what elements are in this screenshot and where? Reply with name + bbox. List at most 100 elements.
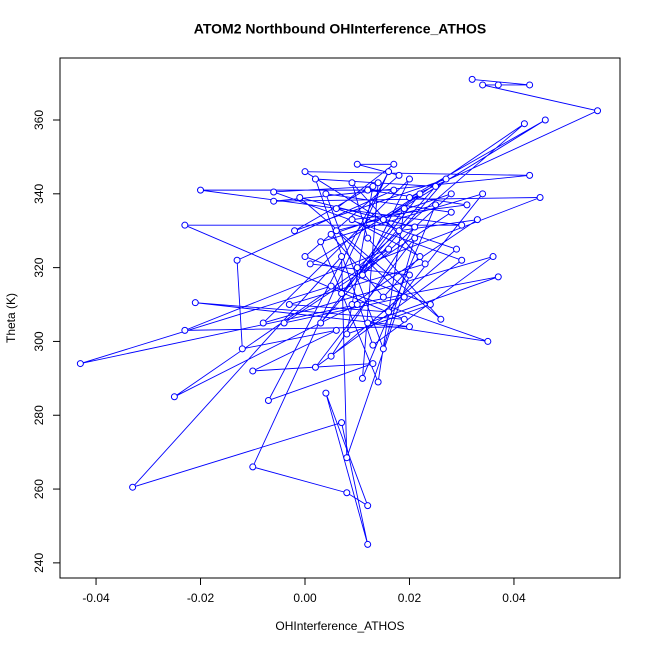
point xyxy=(338,419,346,427)
point xyxy=(437,315,445,323)
point xyxy=(358,271,366,279)
plot-frame xyxy=(59,57,621,579)
point xyxy=(452,245,460,253)
y-axis-label: Theta (K) xyxy=(4,293,18,343)
point xyxy=(332,205,340,213)
point xyxy=(317,238,325,246)
y-tick-label: 320 xyxy=(32,257,46,277)
point xyxy=(291,227,299,235)
point xyxy=(390,186,398,194)
point xyxy=(364,319,372,327)
point xyxy=(594,107,602,115)
point xyxy=(311,363,319,371)
point xyxy=(369,182,377,190)
point xyxy=(343,489,351,497)
y-tick-label: 240 xyxy=(32,553,46,573)
point xyxy=(526,171,534,179)
point xyxy=(322,190,330,198)
point xyxy=(379,345,387,353)
point xyxy=(484,337,492,345)
point xyxy=(306,260,314,268)
x-tick-label: -0.02 xyxy=(187,591,215,605)
point xyxy=(358,374,366,382)
point xyxy=(395,171,403,179)
point xyxy=(353,160,361,168)
point xyxy=(76,360,84,368)
point xyxy=(541,116,549,124)
point xyxy=(432,201,440,209)
point xyxy=(479,81,487,89)
point xyxy=(353,301,361,309)
point xyxy=(374,179,382,187)
x-tick-label: 0.04 xyxy=(502,591,526,605)
x-tick-label: 0.00 xyxy=(293,591,317,605)
point xyxy=(322,389,330,397)
point xyxy=(327,230,335,238)
point xyxy=(411,223,419,231)
point xyxy=(447,208,455,216)
x-axis-label: OHInterference_ATHOS xyxy=(275,619,404,633)
point xyxy=(447,190,455,198)
point xyxy=(416,190,424,198)
point xyxy=(338,289,346,297)
point xyxy=(285,301,293,309)
point xyxy=(421,260,429,268)
point xyxy=(170,393,178,401)
point xyxy=(181,221,189,229)
point xyxy=(249,463,257,471)
point xyxy=(332,227,340,235)
point xyxy=(264,396,272,404)
point xyxy=(374,378,382,386)
point xyxy=(369,341,377,349)
point xyxy=(405,323,413,331)
point xyxy=(301,168,309,176)
point xyxy=(494,81,502,89)
y-tick-label: 300 xyxy=(32,331,46,351)
point xyxy=(385,245,393,253)
point xyxy=(468,75,476,83)
point xyxy=(473,216,481,224)
point xyxy=(181,326,189,334)
point xyxy=(311,175,319,183)
point xyxy=(458,221,466,229)
point xyxy=(379,293,387,301)
y-tick-label: 340 xyxy=(32,183,46,203)
y-tick-label: 260 xyxy=(32,479,46,499)
point xyxy=(364,186,372,194)
point xyxy=(301,253,309,261)
point xyxy=(249,367,257,375)
point xyxy=(400,205,408,213)
point xyxy=(353,264,361,272)
point xyxy=(385,308,393,316)
point xyxy=(348,216,356,224)
point xyxy=(400,315,408,323)
point xyxy=(280,319,288,327)
chart-title: ATOM2 Northbound OHInterference_ATHOS xyxy=(194,21,486,37)
y-tick-label: 360 xyxy=(32,110,46,130)
point xyxy=(426,301,434,309)
point xyxy=(463,201,471,209)
point xyxy=(442,175,450,183)
point xyxy=(379,216,387,224)
x-tick-label: 0.02 xyxy=(398,591,422,605)
point xyxy=(416,253,424,261)
point xyxy=(364,540,372,548)
x-tick-label: -0.04 xyxy=(82,591,110,605)
point xyxy=(405,271,413,279)
point xyxy=(191,299,199,307)
series-line xyxy=(80,78,599,545)
point xyxy=(489,253,497,261)
point xyxy=(536,194,544,202)
point xyxy=(296,194,304,202)
y-tick-label: 280 xyxy=(32,405,46,425)
point xyxy=(343,454,351,462)
point xyxy=(338,253,346,261)
point xyxy=(526,81,534,89)
point xyxy=(238,345,246,353)
point xyxy=(405,175,413,183)
point xyxy=(411,234,419,242)
point xyxy=(327,282,335,290)
point xyxy=(395,227,403,235)
point xyxy=(327,352,335,360)
point xyxy=(348,179,356,187)
